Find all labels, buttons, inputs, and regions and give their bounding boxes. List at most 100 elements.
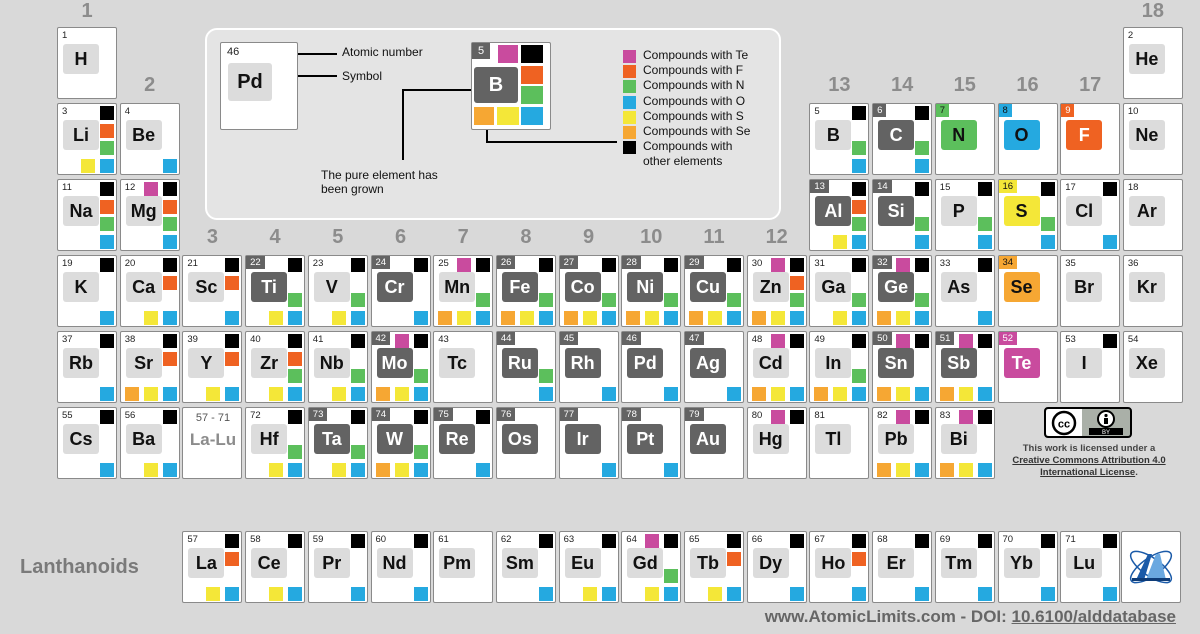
element-cell-ar: 18 Ar <box>1122 179 1183 251</box>
element-symbol: Br <box>1066 272 1103 302</box>
compound-marker-o <box>162 463 177 477</box>
compound-marker-oth <box>288 334 303 348</box>
atomic-number: 24 <box>371 256 391 269</box>
footer-doi: www.AtomicLimits.com - DOI: 10.6100/aldd… <box>765 607 1176 627</box>
compound-marker-s <box>708 587 722 601</box>
compound-marker-s <box>770 387 785 401</box>
atomic-number: 58 <box>250 534 261 545</box>
compound-marker-s <box>958 463 973 477</box>
atomic-number: 51 <box>935 332 955 345</box>
compound-marker-o <box>350 311 365 325</box>
legend-swatch-te <box>623 50 636 63</box>
element-cell-bi: 83 Bi <box>934 407 995 479</box>
compound-marker-oth <box>225 334 240 348</box>
compound-marker-oth <box>977 334 992 348</box>
element-cell-ce: 58 Ce <box>245 531 306 603</box>
element-cell-mg: 12 Mg <box>119 179 180 251</box>
compound-marker-oth <box>789 258 804 272</box>
element-symbol: Sb <box>940 348 977 378</box>
element-symbol: Sn <box>878 348 915 378</box>
atomic-number: 53 <box>1065 334 1076 345</box>
element-cell-ho: 67 Ho <box>809 531 870 603</box>
atomic-number: 39 <box>187 334 198 345</box>
element-cell-zr: 40 Zr <box>245 331 306 403</box>
element-symbol: Co <box>564 272 601 302</box>
atomic-number: 78 <box>622 408 641 421</box>
compound-marker-o <box>413 463 428 477</box>
element-symbol: Nb <box>313 348 350 378</box>
compound-marker-n <box>601 293 616 307</box>
compound-marker-n <box>162 217 177 231</box>
compound-marker-o <box>915 159 930 173</box>
element-cell-pt: 78 Pt <box>621 407 682 479</box>
element-cell-ti: 22 Ti <box>245 255 306 327</box>
compound-marker-se <box>877 311 892 325</box>
compound-marker-s <box>519 311 534 325</box>
group-number-6: 6 <box>394 226 407 248</box>
element-symbol: Os <box>501 424 538 454</box>
legend-f-swatch <box>521 66 543 84</box>
grown-label: The pure element has been grown <box>321 168 438 196</box>
compound-marker-te <box>770 334 785 348</box>
element-cell-cl: 17 Cl <box>1060 179 1121 251</box>
cc-by-badge[interactable]: cc BY <box>1044 407 1132 438</box>
compound-marker-oth <box>852 534 867 548</box>
compound-marker-f <box>162 352 177 366</box>
element-cell-si: 14 Si <box>872 179 933 251</box>
compound-marker-o <box>915 235 930 249</box>
compound-marker-o <box>1103 587 1118 601</box>
compound-marker-n <box>100 141 114 155</box>
element-symbol: B <box>815 120 852 150</box>
element-cell-ge: 32 Ge <box>872 255 933 327</box>
atomic-number: 49 <box>814 334 825 345</box>
element-cell-tm: 69 Tm <box>934 531 995 603</box>
legend-example2-number: 5 <box>472 43 491 59</box>
compound-marker-s <box>582 311 597 325</box>
atomic-number: 17 <box>1065 182 1076 193</box>
license-text: This work is licensed under a Creative C… <box>1000 443 1178 479</box>
atomic-number: 6 <box>873 104 887 117</box>
element-symbol: Mn <box>439 272 476 302</box>
element-cell-tb: 65 Tb <box>684 531 744 603</box>
compound-marker-o <box>852 235 867 249</box>
compound-marker-o <box>476 463 491 477</box>
compound-marker-o <box>225 311 240 325</box>
compound-marker-s <box>896 387 911 401</box>
compound-marker-o <box>538 311 553 325</box>
element-cell-cu: 29 Cu <box>684 255 744 327</box>
grown-label-line2: been grown <box>321 182 384 196</box>
element-symbol: Tm <box>940 548 977 578</box>
compound-marker-o <box>538 387 553 401</box>
element-cell-te: 52 Te <box>997 331 1058 403</box>
element-cell-mo: 42 Mo <box>370 331 431 403</box>
compound-marker-s <box>269 387 284 401</box>
compound-marker-f <box>100 124 114 138</box>
atomic-number: 8 <box>998 104 1012 117</box>
legend-swatch-f <box>623 65 636 79</box>
license-link[interactable]: Creative Commons Attribution 4.0 Interna… <box>1012 455 1166 478</box>
compound-marker-o <box>288 387 303 401</box>
group-number-3: 3 <box>206 226 218 248</box>
compound-marker-oth <box>915 258 930 272</box>
compound-marker-s <box>143 311 158 325</box>
compound-marker-te <box>958 410 973 424</box>
compound-marker-oth <box>789 410 804 424</box>
atomic-number: 40 <box>250 334 261 345</box>
atomic-number: 72 <box>250 410 261 421</box>
by-icon: BY <box>1082 409 1130 436</box>
atomic-number: 27 <box>559 256 579 269</box>
compound-marker-s <box>958 387 973 401</box>
compound-marker-s <box>269 463 284 477</box>
compound-marker-s <box>269 311 284 325</box>
symbol-label: Symbol <box>342 69 383 83</box>
doi-link[interactable]: 10.6100/alddatabase <box>1011 607 1176 626</box>
group-number-7: 7 <box>457 226 469 248</box>
element-symbol: Sr <box>125 348 162 378</box>
compound-marker-oth <box>977 534 992 548</box>
compound-marker-o <box>915 387 930 401</box>
element-cell-pb: 82 Pb <box>872 407 933 479</box>
element-symbol: Mg <box>125 196 162 226</box>
compound-marker-se <box>500 311 515 325</box>
